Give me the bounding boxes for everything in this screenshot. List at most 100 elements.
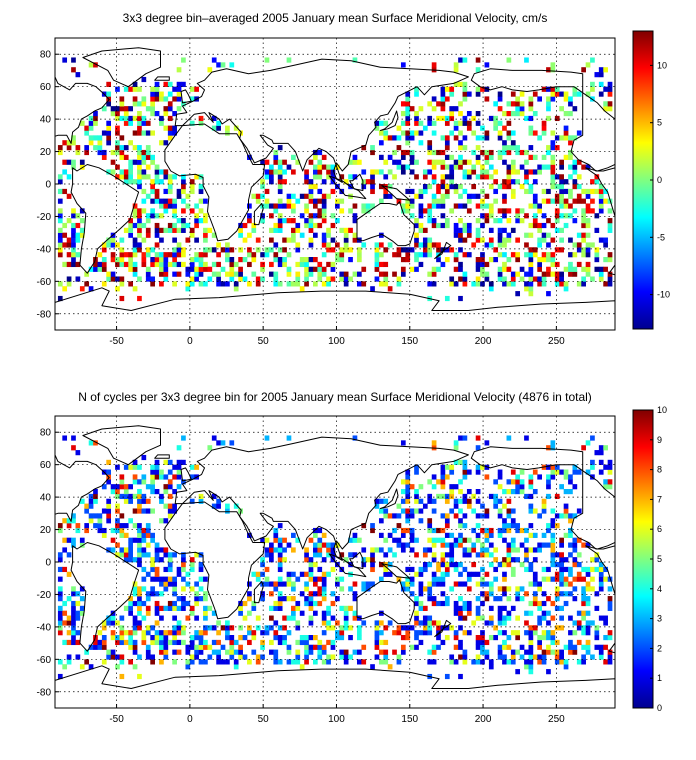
data-bin <box>75 149 81 156</box>
data-bin <box>497 106 503 112</box>
data-bin <box>590 459 595 465</box>
data-bin <box>163 547 169 553</box>
data-bin <box>150 179 155 185</box>
data-bin <box>172 261 177 268</box>
data-bin <box>128 257 133 263</box>
data-bin <box>145 232 151 238</box>
data-bin <box>145 484 151 490</box>
data-bin <box>172 174 177 180</box>
data-bin <box>255 576 261 582</box>
data-bin <box>440 527 446 534</box>
data-bin <box>141 130 147 136</box>
data-bin <box>528 664 534 670</box>
data-bin <box>189 605 195 611</box>
data-bin <box>453 125 459 131</box>
data-bin <box>269 271 274 277</box>
data-bin <box>576 281 582 287</box>
data-bin <box>414 596 419 602</box>
data-bin <box>299 610 305 616</box>
data-bin <box>546 493 551 500</box>
data-bin <box>115 276 120 282</box>
coastline <box>180 467 192 482</box>
data-bin <box>251 635 257 641</box>
data-bin <box>251 600 257 607</box>
data-bin <box>396 276 402 282</box>
data-bin <box>510 571 516 577</box>
data-bin <box>326 276 331 282</box>
data-bin <box>339 227 345 233</box>
data-bin <box>167 179 173 185</box>
data-bin <box>343 659 349 665</box>
data-bin <box>431 600 437 607</box>
data-bin <box>453 164 459 170</box>
data-bin <box>519 562 525 568</box>
data-bin <box>361 242 367 248</box>
data-bin <box>313 198 318 204</box>
data-bin <box>356 659 362 665</box>
data-bin <box>216 242 221 248</box>
data-bin <box>541 281 547 287</box>
data-bin <box>141 96 147 102</box>
data-bin <box>365 203 371 209</box>
data-bin <box>440 261 446 268</box>
data-bin <box>462 654 468 660</box>
data-bin <box>488 620 494 626</box>
data-bin <box>154 81 160 87</box>
data-bin <box>554 86 560 92</box>
data-bin <box>330 639 336 646</box>
data-bin <box>572 620 578 626</box>
data-bin <box>154 591 160 597</box>
data-bin <box>528 257 534 263</box>
data-bin <box>453 188 459 195</box>
data-bin <box>304 654 309 660</box>
data-bin <box>167 552 173 558</box>
data-bin <box>317 644 323 650</box>
data-bin <box>370 562 375 568</box>
data-bin <box>532 111 538 117</box>
data-bin <box>458 154 463 160</box>
data-bin <box>554 115 560 122</box>
data-bin <box>57 232 63 238</box>
data-bin <box>453 513 459 519</box>
data-bin <box>515 291 521 297</box>
data-bin <box>444 552 450 558</box>
data-bin <box>154 198 160 204</box>
data-bin <box>440 469 446 475</box>
data-bin <box>137 242 142 248</box>
data-bin <box>594 605 600 611</box>
data-bin <box>427 537 433 543</box>
data-bin <box>189 276 195 282</box>
data-bin <box>75 600 81 607</box>
data-bin <box>189 562 195 568</box>
data-bin <box>216 120 221 126</box>
data-bin <box>260 179 265 185</box>
data-bin <box>75 450 81 456</box>
data-bin <box>291 218 296 224</box>
data-bin <box>273 649 279 655</box>
data-bin <box>405 586 411 592</box>
data-bin <box>598 237 604 243</box>
data-bin <box>326 164 331 170</box>
data-bin <box>189 654 195 660</box>
data-bin <box>458 459 463 465</box>
data-bin <box>181 198 186 204</box>
data-bin <box>299 257 305 263</box>
data-bin <box>106 271 112 277</box>
data-bin <box>532 130 538 136</box>
data-bin <box>277 222 283 229</box>
data-bin <box>238 605 243 611</box>
data-bin <box>422 625 428 631</box>
data-bin <box>550 547 556 553</box>
data-bin <box>141 508 147 514</box>
data-bin <box>396 164 402 170</box>
data-bin <box>317 159 323 165</box>
data-bin <box>502 184 507 190</box>
data-bin <box>260 596 265 602</box>
data-bin <box>97 518 103 524</box>
data-bin <box>541 498 547 504</box>
data-bin <box>541 542 547 548</box>
data-bin <box>159 213 164 219</box>
data-bin <box>154 474 160 480</box>
data-bin <box>475 615 481 621</box>
data-bin <box>462 600 468 607</box>
